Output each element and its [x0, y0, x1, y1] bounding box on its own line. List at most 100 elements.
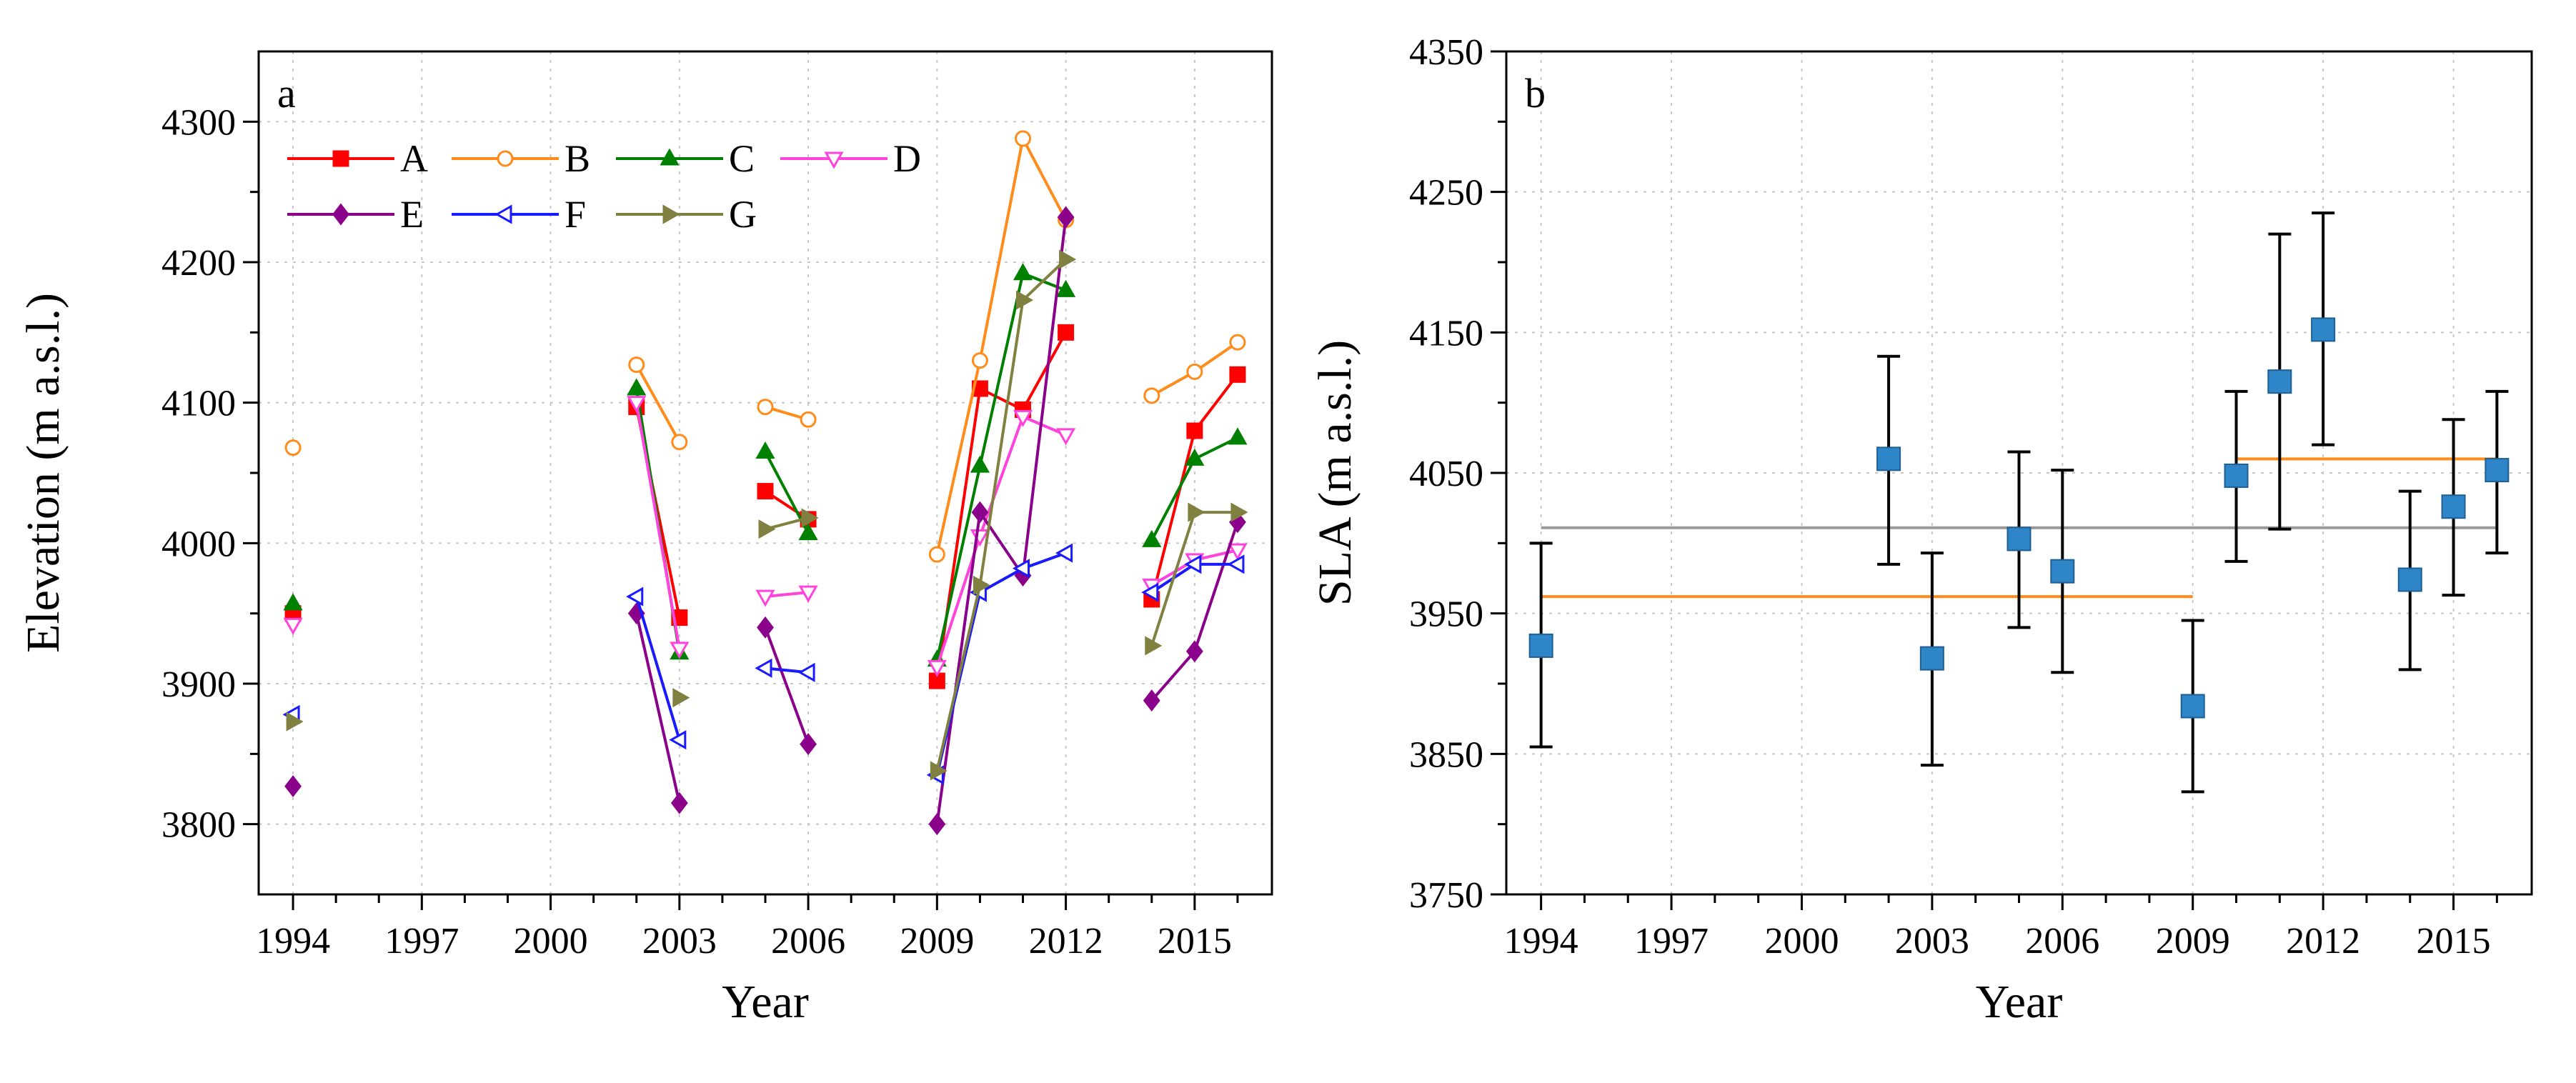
data-point: [1228, 427, 1248, 445]
legend-item-E: E: [287, 193, 424, 236]
y-tick-label: 3900: [161, 664, 236, 705]
data-point: [755, 658, 772, 678]
data-point: [1186, 363, 1203, 380]
x-tick-label: 2003: [642, 921, 717, 962]
x-tick-label: 2006: [2025, 921, 2099, 962]
legend-item-C: C: [616, 137, 755, 180]
data-point: [971, 501, 989, 524]
sla-marker: [2267, 369, 2292, 394]
data-point: [284, 775, 302, 798]
sla-marker: [1528, 633, 1553, 658]
x-axis-title: Year: [1976, 976, 2063, 1028]
x-tick-label: 2000: [514, 921, 588, 962]
data-point: [1056, 279, 1076, 297]
series-line: [764, 627, 810, 745]
legend-item-G: G: [616, 193, 757, 236]
x-tick-label: 2009: [900, 921, 974, 962]
data-point: [797, 662, 815, 682]
x-tick-label: 2009: [2156, 921, 2230, 962]
data-point: [1186, 422, 1203, 439]
series-B: [284, 130, 1246, 563]
sla-marker: [2006, 526, 2032, 552]
data-point: [1056, 428, 1076, 446]
data-point: [1228, 543, 1248, 561]
sla-point: [1528, 542, 1553, 749]
x-axis-title: Year: [722, 976, 809, 1028]
panel-label: a: [277, 70, 296, 116]
data-point: [1058, 324, 1075, 341]
series-line: [765, 591, 809, 599]
sla-point: [2180, 619, 2205, 794]
x-tick-label: 2012: [1029, 921, 1103, 962]
data-point: [798, 585, 818, 603]
legend-item-F: F: [452, 193, 586, 236]
series-line: [935, 258, 1067, 772]
legend-marker: [332, 203, 349, 226]
y-tick-label: 3750: [1409, 875, 1483, 916]
data-point: [1057, 206, 1075, 229]
data-point: [1185, 640, 1203, 663]
x-tick-label: 2000: [1764, 921, 1839, 962]
data-point: [755, 589, 775, 607]
data-point: [755, 441, 775, 459]
data-point: [1229, 366, 1246, 383]
data-point: [757, 483, 774, 500]
x-tick-label: 2012: [2286, 921, 2360, 962]
sla-point: [2006, 450, 2032, 629]
legend-label: E: [400, 193, 424, 236]
data-point: [1143, 387, 1160, 404]
legend-marker: [662, 204, 680, 224]
data-point: [628, 356, 645, 374]
data-point: [1055, 543, 1073, 563]
sla-marker: [2224, 463, 2249, 488]
legend-item-D: D: [780, 137, 921, 180]
sla-point: [2311, 211, 2336, 446]
legend-marker: [332, 150, 349, 167]
legend-marker: [497, 150, 514, 167]
data-point: [1227, 554, 1245, 574]
sla-point: [2267, 232, 2292, 531]
series-E: [284, 206, 1246, 836]
data-point: [928, 813, 946, 836]
data-point: [757, 616, 774, 639]
data-point: [1012, 559, 1030, 579]
series-line: [635, 613, 681, 804]
data-point: [927, 659, 947, 677]
legend-item-A: A: [287, 137, 428, 180]
data-point: [800, 733, 817, 756]
sla-point: [2441, 418, 2466, 597]
ticks: 1994 1997 2000 2003 2006 2009 2012 2015 3800 3900…: [161, 102, 1239, 962]
legend-label: D: [893, 137, 921, 180]
panel-b: 1994 1997 2000 2003 2006 2009 2012 2015 3750 3850…: [1309, 32, 2533, 1028]
series-line: [935, 552, 1067, 776]
sla-point: [2485, 389, 2510, 555]
sla-marker: [2180, 694, 2205, 719]
series-line: [935, 414, 1067, 668]
data-point: [801, 508, 819, 528]
x-tick-label: 1994: [256, 921, 330, 962]
data-point: [627, 378, 647, 396]
data-point: [284, 439, 302, 456]
series-line: [635, 364, 681, 443]
series-line: [935, 331, 1068, 682]
data-point: [757, 399, 774, 416]
sla-point: [1919, 552, 1944, 767]
data-point: [1013, 263, 1033, 281]
data-point: [671, 434, 688, 451]
data-point: [1230, 502, 1248, 522]
data-point: [1185, 448, 1205, 466]
series-group: [282, 130, 1248, 836]
data-point: [286, 712, 304, 732]
y-axis-title: SLA (m a.s.l.): [1309, 340, 1361, 606]
panel-a: 1994 1997 2000 2003 2006 2009 2012 2015 3800 3900…: [17, 50, 1273, 1028]
series-line: [935, 134, 1068, 555]
y-tick-label: 4100: [161, 384, 236, 424]
sla-point: [1876, 354, 1901, 566]
data-point: [970, 455, 990, 473]
series-G: [286, 249, 1248, 781]
sla-marker: [2311, 317, 2336, 342]
sla-marker: [2441, 494, 2466, 519]
data-point: [669, 730, 687, 750]
y-tick-label: 4150: [1409, 313, 1483, 354]
data-point: [1184, 554, 1202, 574]
